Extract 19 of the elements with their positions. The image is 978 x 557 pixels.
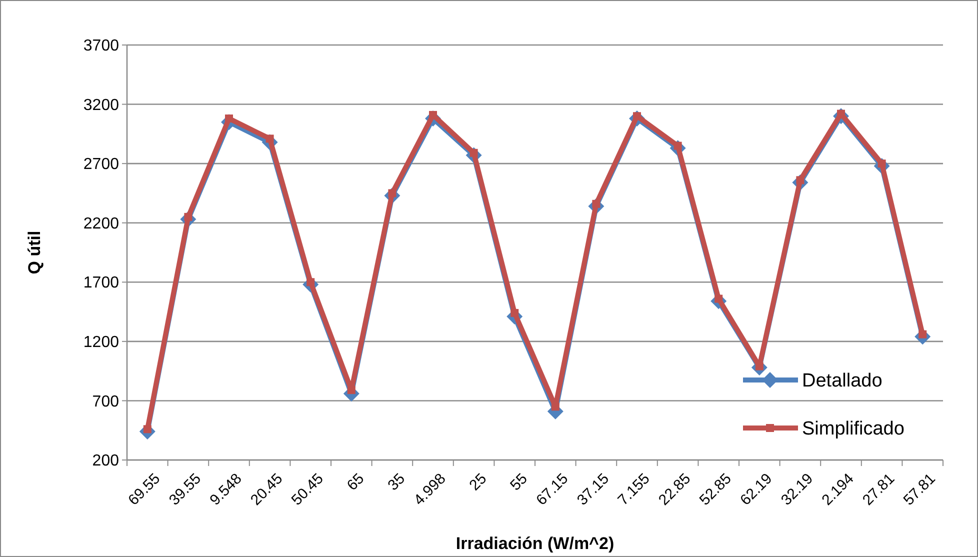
x-tick-label: 65: [344, 470, 368, 494]
point: [510, 308, 519, 317]
y-tick-label: 3200: [83, 96, 120, 114]
y-tick-label: 700: [92, 393, 120, 410]
point: [347, 386, 356, 394]
point: [551, 402, 560, 411]
x-axis-title: Irradiación (W/m^2): [456, 534, 614, 553]
y-tick-label: 1200: [83, 334, 120, 352]
legend-label: Detallado: [802, 370, 882, 392]
y-tick-label: 200: [92, 452, 120, 470]
y-axis-title: Q útil: [25, 230, 44, 274]
legend-label: Simplificado: [802, 418, 904, 440]
y-tick-label: 3700: [83, 38, 120, 55]
x-tick-label: 55: [507, 470, 531, 494]
y-tick-label: 1700: [83, 274, 120, 292]
x-tick-label: 35: [384, 470, 408, 494]
x-tick-label: 25: [466, 470, 490, 494]
y-tick-label: 2700: [83, 156, 120, 174]
y-tick-label: 2200: [83, 215, 120, 232]
